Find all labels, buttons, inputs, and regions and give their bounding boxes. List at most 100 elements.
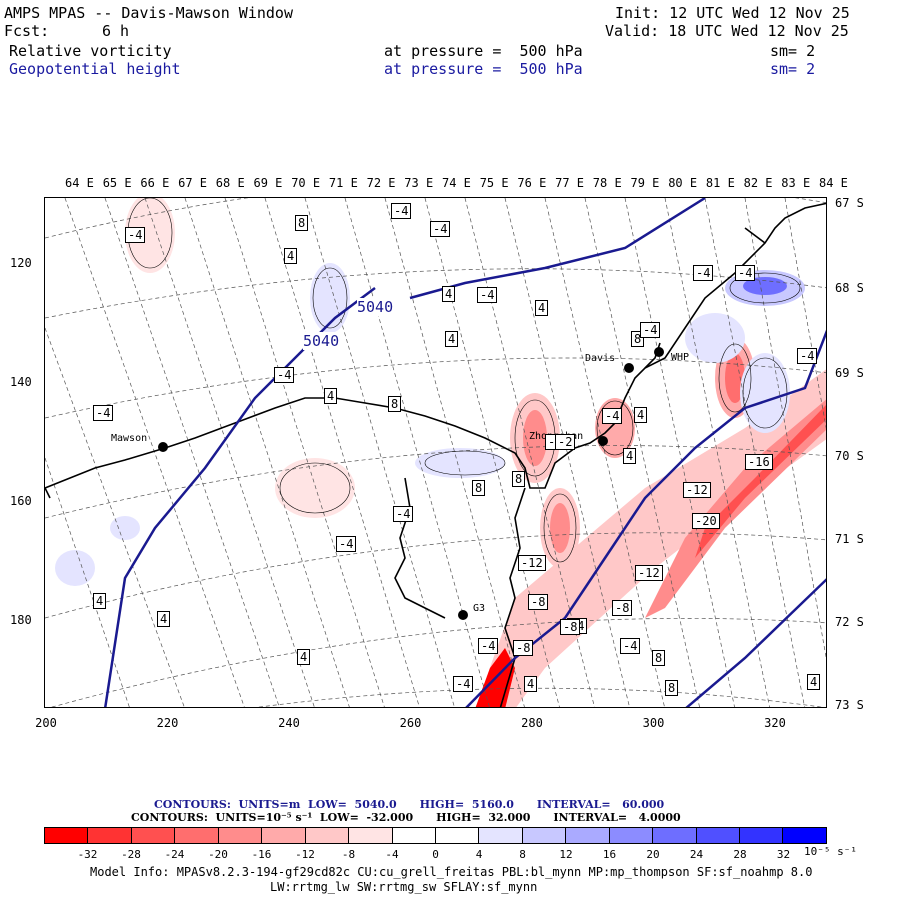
colorbar-tick-label: -16 — [251, 848, 272, 861]
valid-time: Valid: 18 UTC Wed 12 Nov 25 — [605, 22, 849, 40]
colorbar-swatch — [262, 827, 306, 844]
vorticity-contour-info: CONTOURS: UNITS=10⁻⁵ s⁻¹ LOW= -32.000 HI… — [131, 811, 681, 824]
latitude-label: 71 S — [835, 532, 864, 546]
y-tick-label: 180 — [10, 613, 32, 627]
colorbar-tick-label: -28 — [121, 848, 141, 861]
colorbar-swatch — [566, 827, 610, 844]
longitude-label: 68 E — [215, 176, 245, 190]
vorticity-contour-label: -4 — [125, 227, 146, 243]
vorticity-contour-label: 8 — [652, 650, 666, 666]
colorbar — [44, 827, 827, 844]
colorbar-swatch — [435, 827, 480, 844]
colorbar-tick-label: 20 — [646, 848, 660, 861]
vorticity-contour-label: -4 — [274, 367, 295, 383]
vorticity-contour-label: -4 — [391, 203, 412, 219]
colorbar-swatch — [522, 827, 567, 844]
x-tick-label: 260 — [399, 716, 422, 730]
colorbar-swatch — [392, 827, 436, 844]
vorticity-contour-label: -4 — [430, 221, 451, 237]
colorbar-tick-label: 0 — [432, 848, 439, 861]
colorbar-tick-label: -4 — [385, 848, 399, 861]
map-title: AMPS MPAS -- Davis-Mawson Window — [4, 4, 293, 22]
vorticity-contour-label: 8 — [295, 215, 309, 231]
height-contour-label: 5040 — [303, 332, 340, 350]
longitude-label: 66 E — [140, 176, 170, 190]
colorbar-tick-label: 28 — [733, 848, 747, 861]
vorticity-contour-label: -8 — [560, 619, 581, 635]
longitude-label: 80 E — [668, 176, 698, 190]
longitude-label: 69 E — [253, 176, 283, 190]
colorbar-tick-label: -20 — [208, 848, 228, 861]
colorbar-units: 10⁻⁵ s⁻¹ — [804, 845, 857, 858]
longitude-label: 77 E — [555, 176, 584, 190]
vorticity-contour-label: 4 — [442, 286, 456, 302]
x-tick-label: 240 — [278, 716, 300, 730]
vorticity-contour-label: -2 — [555, 434, 576, 450]
field1-level: at pressure = 500 hPa — [384, 42, 583, 60]
longitude-label: 70 E — [291, 176, 321, 190]
x-tick-label: 200 — [35, 716, 57, 730]
vorticity-contour-label: 8 — [388, 396, 402, 412]
longitude-label: 79 E — [630, 176, 660, 190]
shade-pos — [725, 353, 745, 403]
y-tick-label: 160 — [10, 494, 32, 508]
x-tick-label: 280 — [521, 716, 543, 730]
colorbar-swatch — [609, 827, 654, 844]
station-label-davis: Davis — [585, 353, 616, 364]
init-time: Init: 12 UTC Wed 12 Nov 25 — [615, 4, 850, 22]
colorbar-tick-label: 16 — [602, 848, 617, 861]
vorticity-contour-label: -4 — [478, 638, 499, 654]
shade-pos — [523, 410, 547, 466]
longitude-label: 75 E — [479, 176, 509, 190]
vorticity-contour-label: 4 — [93, 593, 107, 609]
x-tick-label: 220 — [156, 716, 179, 730]
x-tick-label: 300 — [642, 716, 665, 730]
height-contour-info: CONTOURS: UNITS=m LOW= 5040.0 HIGH= 5160… — [154, 798, 665, 811]
vorticity-contour-label: -4 — [693, 265, 714, 281]
colorbar-tick-label: -12 — [295, 848, 315, 861]
latitude-label: 67 S — [835, 196, 864, 210]
colorbar-swatch — [218, 827, 263, 844]
x-tick-label: 320 — [764, 716, 786, 730]
field2-name: Geopotential height — [9, 60, 181, 78]
latitude-label: 68 S — [835, 281, 864, 295]
longitude-label: 76 E — [517, 176, 547, 190]
station-dot-g3 — [458, 610, 468, 620]
station-dot-whp — [654, 347, 664, 357]
station-dot-mawson — [158, 442, 168, 452]
map-panel[interactable]: Mawson Zhongshan Davis WHP G3 5040 5040 … — [44, 197, 827, 708]
longitude-label: 82 E — [743, 176, 773, 190]
colorbar-swatch — [479, 827, 523, 844]
colorbar-swatch — [696, 827, 740, 844]
vorticity-contour-label: 4 — [157, 611, 171, 627]
y-tick-label: 140 — [10, 375, 32, 389]
field1-sm: sm= 2 — [770, 42, 816, 60]
colorbar-tick-label: -32 — [77, 848, 98, 861]
longitude-label: 67 E — [178, 176, 207, 190]
vorticity-contour-label: 4 — [623, 448, 637, 464]
height-contour-label: 5040 — [357, 298, 394, 316]
colorbar-swatch — [305, 827, 350, 844]
colorbar-tick-label: 32 — [776, 848, 791, 861]
vorticity-contour-label: 4 — [807, 674, 821, 690]
vorticity-contour-label: 8 — [665, 680, 679, 696]
vorticity-contour-label: -4 — [797, 348, 818, 364]
colorbar-tick-label: 24 — [689, 848, 704, 861]
longitude-label: 72 E — [366, 176, 396, 190]
field2-sm: sm= 2 — [770, 60, 816, 78]
model-info-physics: LW:rrtmg_lw SW:rrtmg_sw SFLAY:sf_mynn — [270, 880, 538, 894]
longitude-label: 65 E — [102, 176, 132, 190]
field1-name: Relative vorticity — [9, 42, 172, 60]
colorbar-swatch — [349, 827, 393, 844]
vorticity-contour-label: 4 — [524, 676, 538, 692]
shade-neg — [743, 277, 787, 295]
vorticity-contour-label: -20 — [692, 513, 720, 529]
vorticity-contour-label: -4 — [620, 638, 641, 654]
station-markers — [158, 347, 664, 620]
colorbar-tick-label: -8 — [341, 848, 356, 861]
vorticity-contour-label: -16 — [745, 454, 773, 470]
vorticity-contour-label: 8 — [512, 471, 526, 487]
vorticity-contour-label: -4 — [602, 408, 623, 424]
vorticity-contour-label: -4 — [453, 676, 474, 692]
shade-neg — [110, 516, 140, 540]
